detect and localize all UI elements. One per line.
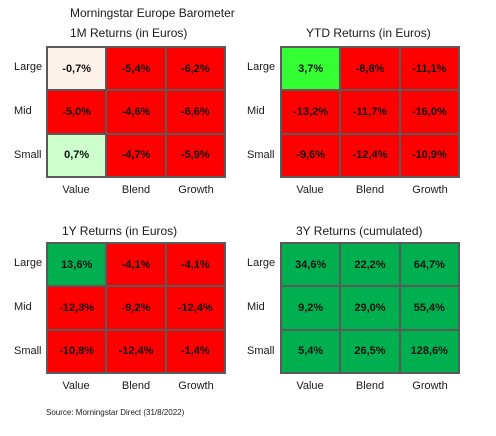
heatmap-cell-mid-blend: -4,6% (106, 90, 166, 134)
heatmap-cell-large-growth: -11,1% (399, 47, 459, 91)
page-title: Morningstar Europe Barometer (70, 6, 235, 20)
row-label-small: Small (247, 345, 275, 357)
heatmap-cell-small-value: 5,4% (281, 329, 341, 373)
row-label-small: Small (14, 345, 42, 357)
heatmap-cell-small-growth: -1,4% (165, 329, 225, 373)
row-label-small: Small (14, 149, 42, 161)
row-label-large: Large (14, 257, 43, 269)
column-label-growth: Growth (178, 184, 214, 196)
heatmap-cell-small-growth: -10,9% (399, 133, 459, 177)
heatmap-cell-large-growth: -6,2% (165, 47, 225, 91)
heatmap-cell-small-value: -10,8% (47, 329, 107, 373)
column-label-blend: Blend (121, 184, 151, 196)
heatmap-cell-mid-value: -13,2% (281, 90, 341, 134)
heatmap-cell-large-value: 3,7% (281, 47, 341, 91)
heatmap-cell-mid-growth: 55,4% (399, 286, 459, 330)
row-label-large: Large (247, 61, 276, 73)
heatmap-cell-large-value: -0,7% (47, 47, 107, 91)
heatmap-cell-mid-blend: -11,7% (340, 90, 400, 134)
heatmap-grid-1y: 13,6% -4,1% -4,1% -12,3% -9,2% -12,4% -10,8% -1… (46, 242, 226, 374)
column-label-blend: Blend (355, 184, 385, 196)
row-label-large: Large (14, 61, 43, 73)
heatmap-grid-3y: 34,6% 22,2% 64,7% 9,2% 29,0% 55,4% 5,4% 26,5% 12… (280, 242, 460, 374)
column-label-growth: Growth (412, 184, 448, 196)
panel-title-1m: 1M Returns (in Euros) (70, 26, 188, 40)
panel-title-ytd: YTD Returns (in Euros) (306, 26, 431, 40)
heatmap-cell-mid-value: -5,0% (47, 90, 107, 134)
column-label-value: Value (62, 184, 90, 196)
heatmap-cell-large-blend: 22,2% (340, 243, 400, 287)
heatmap-cell-large-blend: -4,1% (106, 243, 166, 287)
heatmap-cell-small-growth: 128,6% (399, 329, 459, 373)
row-label-small: Small (247, 149, 275, 161)
row-label-mid: Mid (14, 301, 32, 313)
heatmap-cell-small-blend: -12,4% (340, 133, 400, 177)
column-label-value: Value (296, 184, 324, 196)
column-label-growth: Growth (412, 380, 448, 392)
row-label-mid: Mid (14, 105, 32, 117)
heatmap-cell-small-growth: -5,9% (165, 133, 225, 177)
column-label-blend: Blend (355, 380, 385, 392)
heatmap-cell-mid-blend: -9,2% (106, 286, 166, 330)
heatmap-cell-large-value: 13,6% (47, 243, 107, 287)
heatmap-cell-small-blend: -4,7% (106, 133, 166, 177)
heatmap-cell-large-value: 34,6% (281, 243, 341, 287)
panel-title-3y: 3Y Returns (cumulated) (296, 224, 423, 238)
column-label-blend: Blend (121, 380, 151, 392)
heatmap-cell-mid-growth: -16,0% (399, 90, 459, 134)
heatmap-cell-mid-value: 9,2% (281, 286, 341, 330)
heatmap-grid-1m: -0,7% -5,4% -6,2% -5,0% -4,6% -6,6% 0,7% -4,7% -… (46, 46, 226, 178)
column-label-value: Value (62, 380, 90, 392)
heatmap-cell-mid-blend: 29,0% (340, 286, 400, 330)
heatmap-grid-ytd: 3,7% -8,8% -11,1% -13,2% -11,7% -16,0% -9,6% -1… (280, 46, 460, 178)
heatmap-cell-small-blend: 26,5% (340, 329, 400, 373)
heatmap-cell-small-blend: -12,4% (106, 329, 166, 373)
heatmap-cell-small-value: 0,7% (47, 133, 107, 177)
heatmap-cell-mid-growth: -12,4% (165, 286, 225, 330)
column-label-growth: Growth (178, 380, 214, 392)
row-label-mid: Mid (247, 105, 265, 117)
heatmap-cell-small-value: -9,6% (281, 133, 341, 177)
heatmap-cell-large-blend: -8,8% (340, 47, 400, 91)
row-label-mid: Mid (247, 301, 265, 313)
heatmap-cell-mid-growth: -6,6% (165, 90, 225, 134)
row-label-large: Large (247, 257, 276, 269)
column-label-value: Value (296, 380, 324, 392)
panel-title-1y: 1Y Returns (in Euros) (62, 224, 178, 238)
source-note: Source: Morningstar Direct (31/8/2022) (46, 408, 185, 417)
heatmap-cell-large-blend: -5,4% (106, 47, 166, 91)
heatmap-cell-mid-value: -12,3% (47, 286, 107, 330)
heatmap-cell-large-growth: 64,7% (399, 243, 459, 287)
heatmap-cell-large-growth: -4,1% (165, 243, 225, 287)
